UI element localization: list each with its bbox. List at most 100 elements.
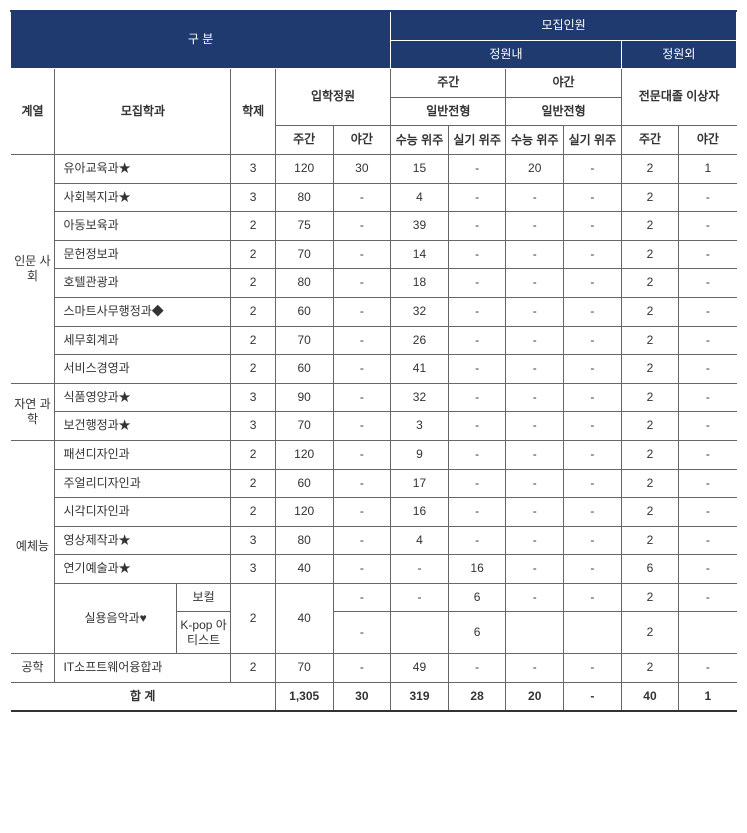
- cell: -: [506, 383, 564, 412]
- table-row: 인문 사회 유아교육과★ 3 120 30 15 - 20 - 2 1: [11, 154, 737, 183]
- cell: -: [391, 583, 449, 612]
- cell: 20: [506, 682, 564, 711]
- cell: -: [448, 526, 506, 555]
- cell: -: [506, 583, 564, 612]
- cell: 39: [391, 212, 449, 241]
- header-day-sk: 실기 위주: [448, 126, 506, 155]
- dept-cell: 연기예술과★: [55, 555, 231, 584]
- cell: -: [448, 326, 506, 355]
- cell: -: [333, 498, 391, 527]
- cell: -: [564, 154, 622, 183]
- cell: 70: [275, 654, 333, 683]
- cell: 14: [391, 240, 449, 269]
- cell: 70: [275, 240, 333, 269]
- cell: -: [448, 183, 506, 212]
- cell: -: [564, 412, 622, 441]
- cell: -: [448, 212, 506, 241]
- cell: -: [333, 440, 391, 469]
- cell: [391, 612, 449, 654]
- cell: -: [679, 498, 737, 527]
- cell: 2: [231, 469, 275, 498]
- header-cap-night: 야간: [333, 126, 391, 155]
- cell: -: [333, 526, 391, 555]
- cell: 2: [231, 355, 275, 384]
- header-day-sn: 수능 위주: [391, 126, 449, 155]
- cell: -: [448, 269, 506, 298]
- cat-eng: 공학: [11, 654, 55, 683]
- cell: -: [564, 682, 622, 711]
- dept-cell: 시각디자인과: [55, 498, 231, 527]
- cell: -: [333, 612, 391, 654]
- cell: 16: [448, 555, 506, 584]
- cell: 4: [391, 183, 449, 212]
- cell: 2: [621, 154, 679, 183]
- cell: 2: [231, 326, 275, 355]
- cell: -: [448, 654, 506, 683]
- cell: 3: [391, 412, 449, 441]
- header-out-day: 주간: [621, 126, 679, 155]
- cell: [506, 612, 564, 654]
- cell: 26: [391, 326, 449, 355]
- total-label: 합 계: [11, 682, 276, 711]
- cell: 9: [391, 440, 449, 469]
- cell: -: [679, 654, 737, 683]
- cell: -: [679, 355, 737, 384]
- cell: 40: [275, 583, 333, 653]
- cat-nat: 자연 과학: [11, 383, 55, 440]
- dept-cell: 영상제작과★: [55, 526, 231, 555]
- cell: 30: [333, 682, 391, 711]
- cell: 70: [275, 326, 333, 355]
- cell: 60: [275, 355, 333, 384]
- header-college-grad: 전문대졸 이상자: [621, 69, 736, 126]
- cell: 2: [621, 355, 679, 384]
- cell: -: [506, 297, 564, 326]
- cell: -: [564, 498, 622, 527]
- cell: -: [333, 240, 391, 269]
- cell: 2: [231, 297, 275, 326]
- cell: 41: [391, 355, 449, 384]
- cell: 319: [391, 682, 449, 711]
- header-night-sn: 수능 위주: [506, 126, 564, 155]
- header-general-night: 일반전형: [506, 97, 621, 126]
- cell: 15: [391, 154, 449, 183]
- table-row: 영상제작과★ 380-4---2-: [11, 526, 737, 555]
- table-row: 문헌정보과 270-14---2-: [11, 240, 737, 269]
- total-row: 합 계 1,305 30 319 28 20 - 40 1: [11, 682, 737, 711]
- cell: 1: [679, 682, 737, 711]
- table-row: 주얼리디자인과 260-17---2-: [11, 469, 737, 498]
- cell: -: [448, 297, 506, 326]
- dept-cell: 보건행정과★: [55, 412, 231, 441]
- cell: 2: [621, 498, 679, 527]
- dept-cell: 문헌정보과: [55, 240, 231, 269]
- cell: 2: [621, 212, 679, 241]
- table-row: 스마트사무행정과◆ 260-32---2-: [11, 297, 737, 326]
- cell: 6: [448, 612, 506, 654]
- cell: 2: [231, 212, 275, 241]
- dept-cell: 유아교육과★: [55, 154, 231, 183]
- cell: -: [679, 240, 737, 269]
- cell: 28: [448, 682, 506, 711]
- cell: -: [506, 269, 564, 298]
- table-row: 시각디자인과 2120-16---2-: [11, 498, 737, 527]
- cell: -: [564, 654, 622, 683]
- dept-cell: 세무회계과: [55, 326, 231, 355]
- cell: -: [333, 555, 391, 584]
- cell: 18: [391, 269, 449, 298]
- dept-cell: 식품영양과★: [55, 383, 231, 412]
- header-year: 학제: [231, 69, 275, 155]
- cell: -: [333, 412, 391, 441]
- dept-cell: 스마트사무행정과◆: [55, 297, 231, 326]
- dept-cell: 사회복지과★: [55, 183, 231, 212]
- cell: -: [506, 212, 564, 241]
- cell: -: [679, 526, 737, 555]
- cell: -: [564, 469, 622, 498]
- cell: -: [506, 240, 564, 269]
- cell: -: [564, 583, 622, 612]
- cell: -: [679, 183, 737, 212]
- cat-art: 예체능: [11, 440, 55, 653]
- cell: 120: [275, 154, 333, 183]
- header-out-quota: 정원외: [621, 40, 736, 69]
- cell: -: [333, 326, 391, 355]
- dept-cell: 호텔관광과: [55, 269, 231, 298]
- cell: 60: [275, 297, 333, 326]
